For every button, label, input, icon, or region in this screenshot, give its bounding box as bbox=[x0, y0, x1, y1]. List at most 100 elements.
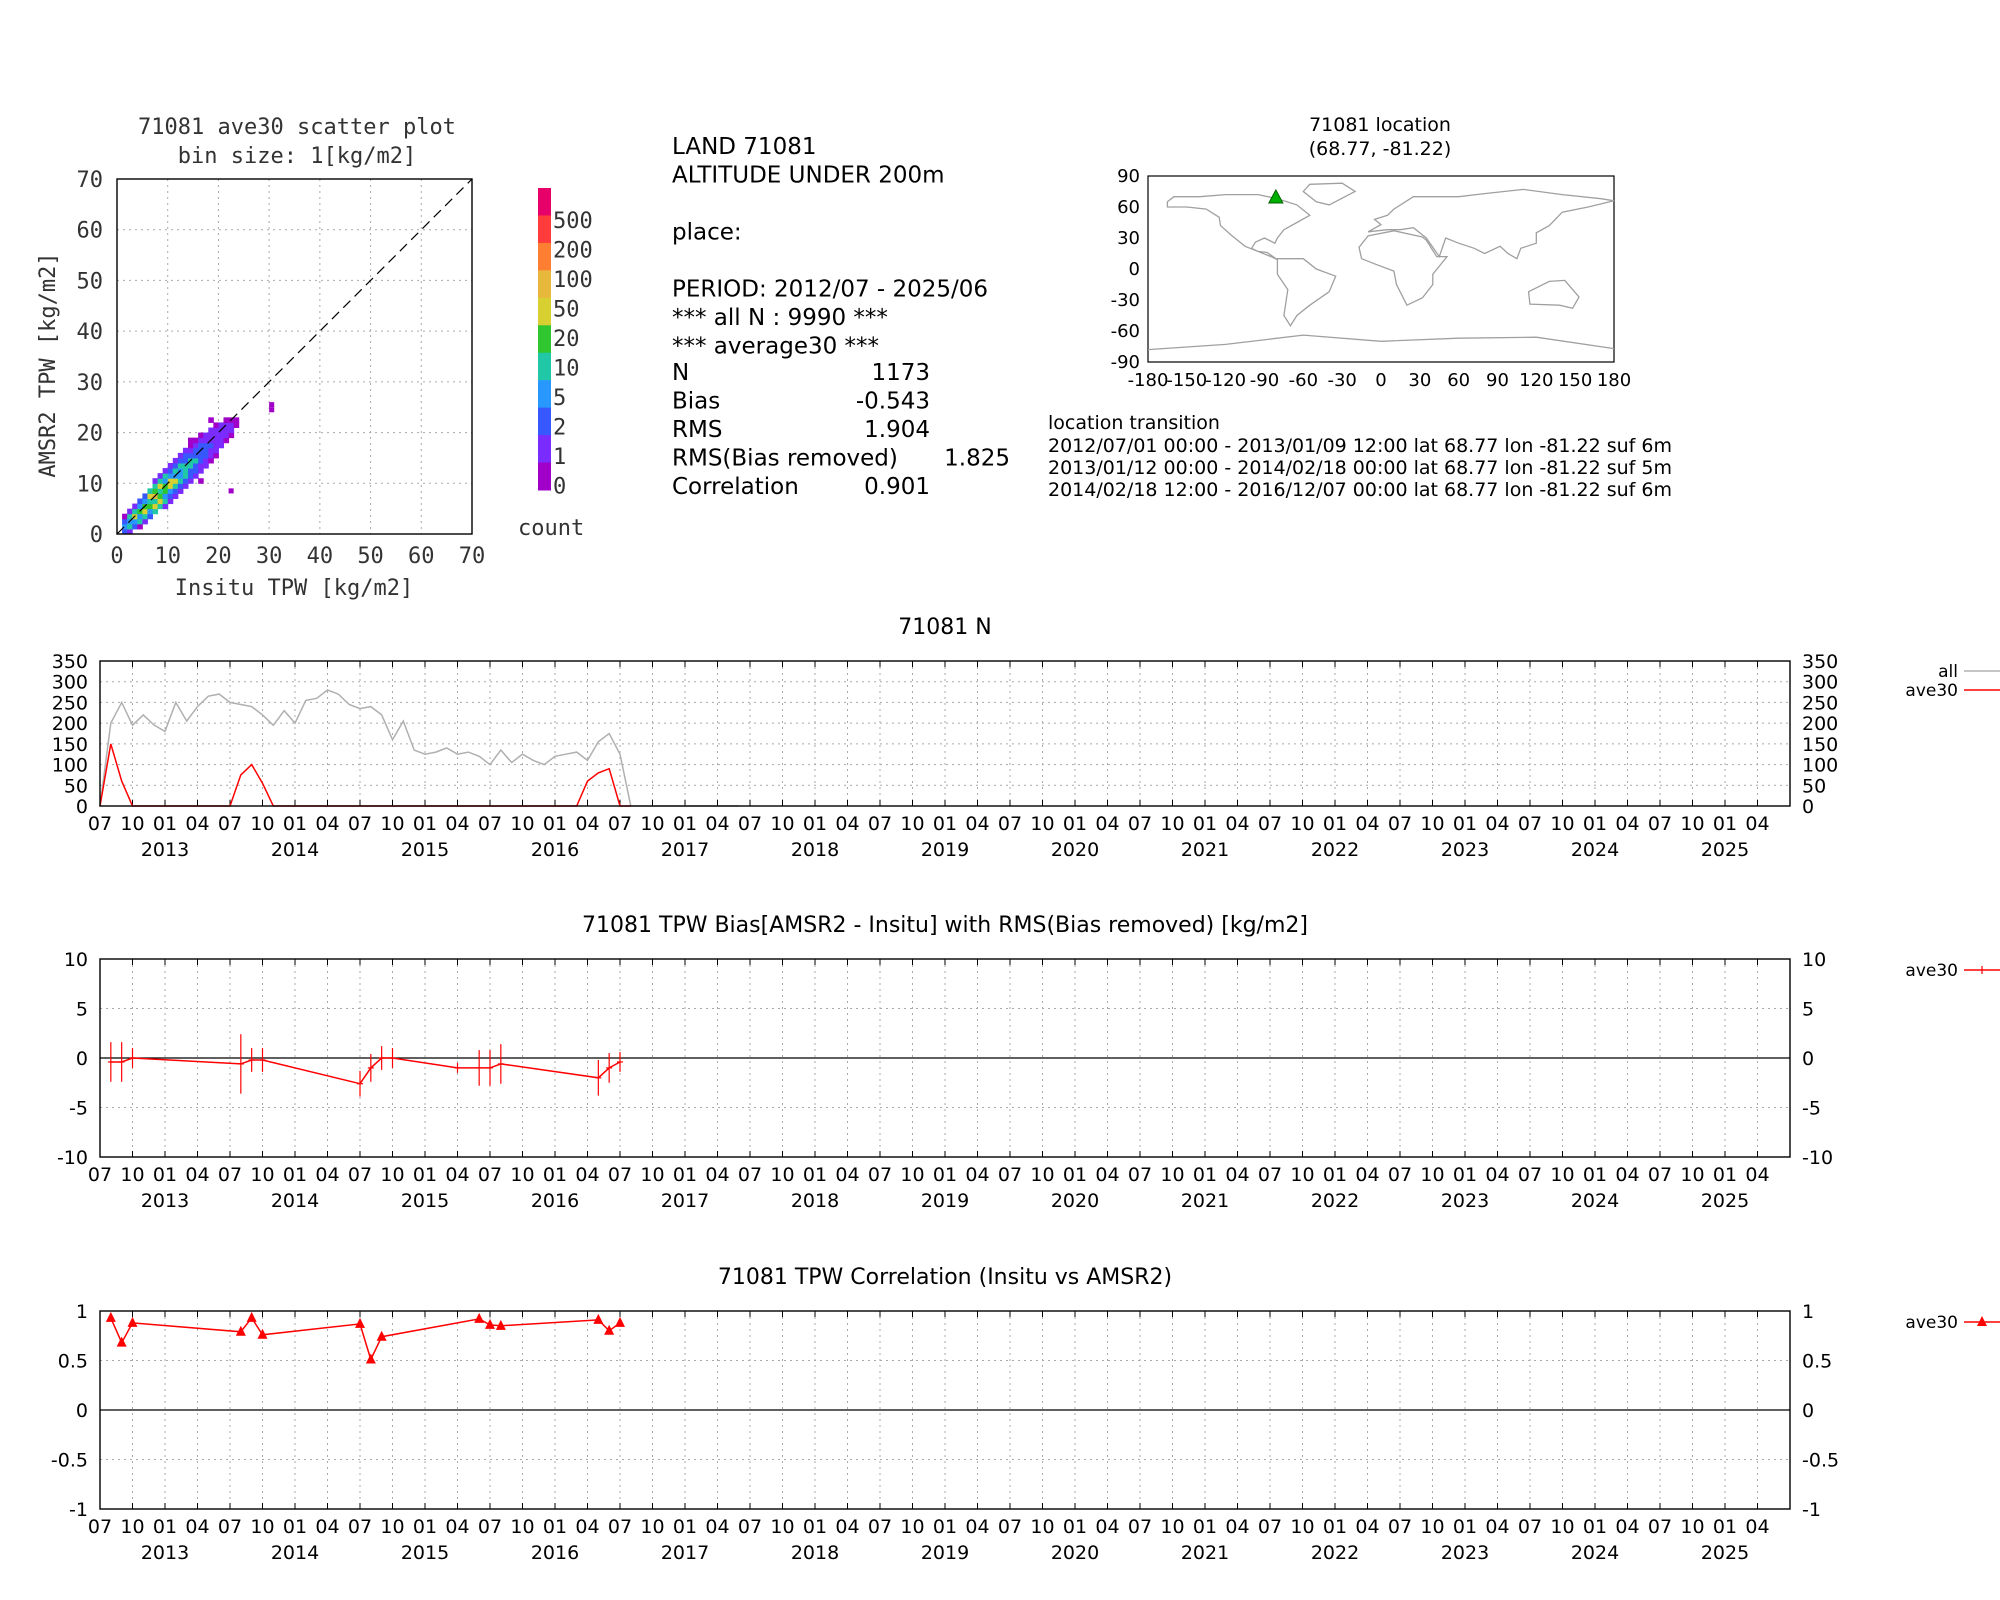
stat-label: Bias bbox=[672, 389, 720, 415]
x-month-tick-label: 07 bbox=[1388, 813, 1412, 835]
x-month-tick-label: 04 bbox=[835, 1164, 859, 1186]
scatter-density-cell bbox=[182, 483, 189, 489]
x-month-tick-label: 10 bbox=[1420, 1516, 1444, 1538]
scatter-density-cell bbox=[223, 432, 230, 439]
x-month-tick-label: 07 bbox=[88, 1164, 112, 1186]
scatter-density-cell bbox=[223, 417, 230, 423]
x-month-tick-label: 10 bbox=[770, 1164, 794, 1186]
x-month-tick-label: 10 bbox=[1550, 1164, 1574, 1186]
colorbar-label: 500 bbox=[553, 209, 593, 234]
x-month-tick-label: 10 bbox=[770, 1516, 794, 1538]
x-month-tick-label: 10 bbox=[1030, 1516, 1054, 1538]
colorbar-label: 50 bbox=[553, 298, 580, 323]
scatter-density-cell bbox=[167, 473, 174, 479]
y-tick-label-left: 300 bbox=[52, 672, 88, 694]
map-lon-tick-label: -150 bbox=[1166, 370, 1207, 391]
x-year-tick-label: 2020 bbox=[1051, 1190, 1099, 1212]
scatter-density-cell bbox=[142, 498, 148, 505]
scatter-density-cell bbox=[147, 493, 153, 499]
x-month-tick-label: 04 bbox=[1355, 1516, 1379, 1538]
scatter-density-cell bbox=[167, 498, 174, 505]
x-year-tick-label: 2017 bbox=[661, 1542, 709, 1564]
colorbar-swatch bbox=[538, 380, 551, 409]
scatter-density-cell bbox=[193, 468, 199, 474]
scatter-density-cell bbox=[218, 442, 224, 449]
scatter-density-cell bbox=[137, 513, 143, 520]
y-tick-label-right: 300 bbox=[1802, 672, 1838, 694]
x-year-tick-label: 2013 bbox=[141, 839, 189, 861]
x-year-tick-label: 2018 bbox=[791, 839, 839, 861]
scatter-frame bbox=[116, 178, 473, 535]
x-month-tick-label: 01 bbox=[1453, 1516, 1477, 1538]
x-month-tick-label: 07 bbox=[998, 813, 1022, 835]
x-month-tick-label: 01 bbox=[1583, 813, 1607, 835]
scatter-density-cell bbox=[167, 478, 174, 484]
x-month-tick-label: 10 bbox=[1680, 813, 1704, 835]
x-year-tick-label: 2021 bbox=[1181, 839, 1229, 861]
scatter-density-cell bbox=[137, 518, 143, 525]
x-year-tick-label: 2014 bbox=[271, 1542, 319, 1564]
scatter-density-cell bbox=[203, 452, 209, 459]
scatter-density-cell bbox=[137, 503, 143, 510]
x-month-tick-label: 07 bbox=[348, 1164, 372, 1186]
scatter-density-cell bbox=[142, 513, 148, 520]
scatter-density-cell bbox=[233, 422, 240, 428]
x-month-tick-label: 10 bbox=[1290, 1516, 1314, 1538]
scatter-density-cell bbox=[162, 498, 169, 505]
y-tick-label-left: 200 bbox=[52, 713, 88, 735]
data-point-marker bbox=[235, 1325, 246, 1336]
x-month-tick-label: 07 bbox=[218, 1516, 242, 1538]
colorbar-title: count bbox=[518, 516, 584, 541]
map-lon-tick-label: -30 bbox=[1327, 370, 1356, 391]
x-month-tick-label: 07 bbox=[218, 1164, 242, 1186]
scatter-density-cell bbox=[147, 503, 153, 510]
y-tick-label-right: 0 bbox=[1802, 796, 1814, 818]
map-lon-tick-label: -60 bbox=[1289, 370, 1318, 391]
x-month-tick-label: 01 bbox=[1713, 813, 1737, 835]
x-year-tick-label: 2016 bbox=[531, 1190, 579, 1212]
info-line: place: bbox=[672, 220, 742, 246]
scatter-density-cell bbox=[172, 478, 179, 484]
info-line: *** average30 *** bbox=[672, 334, 879, 360]
x-month-tick-label: 04 bbox=[445, 1516, 469, 1538]
x-month-tick-label: 07 bbox=[1648, 1164, 1672, 1186]
x-year-tick-label: 2024 bbox=[1571, 1190, 1619, 1212]
x-year-tick-label: 2025 bbox=[1701, 839, 1749, 861]
x-year-tick-label: 2014 bbox=[271, 839, 319, 861]
x-year-tick-label: 2019 bbox=[921, 1542, 969, 1564]
map-coastline bbox=[1147, 334, 1615, 351]
x-month-tick-label: 07 bbox=[348, 813, 372, 835]
x-month-tick-label: 10 bbox=[1030, 1164, 1054, 1186]
x-month-tick-label: 07 bbox=[1128, 813, 1152, 835]
colorbar-label: 200 bbox=[553, 239, 593, 264]
x-year-tick-label: 2017 bbox=[661, 1190, 709, 1212]
plot-frame bbox=[99, 958, 1791, 1158]
scatter-density-cell bbox=[198, 457, 204, 464]
x-month-tick-label: 01 bbox=[673, 1516, 697, 1538]
x-year-tick-label: 2013 bbox=[141, 1542, 189, 1564]
scatter-density-cell bbox=[182, 447, 189, 454]
x-month-tick-label: 10 bbox=[1160, 1516, 1184, 1538]
x-month-tick-label: 07 bbox=[1258, 1516, 1282, 1538]
scatter-diagonal-reference bbox=[116, 178, 473, 535]
x-year-tick-label: 2022 bbox=[1311, 1542, 1359, 1564]
x-month-tick-label: 04 bbox=[1745, 1164, 1769, 1186]
x-month-tick-label: 04 bbox=[1095, 813, 1119, 835]
colorbar-swatch bbox=[538, 297, 551, 326]
map-coastline bbox=[1358, 230, 1449, 307]
y-tick-label-right: 0 bbox=[1802, 1048, 1814, 1070]
colorbar-label: 10 bbox=[553, 357, 580, 382]
scatter-density-cell bbox=[137, 523, 143, 530]
x-year-tick-label: 2015 bbox=[401, 1190, 449, 1212]
x-month-tick-label: 07 bbox=[1518, 1164, 1542, 1186]
data-point-marker bbox=[485, 1318, 495, 1329]
x-year-tick-label: 2017 bbox=[661, 839, 709, 861]
y-tick-label-left: 50 bbox=[64, 775, 88, 797]
x-month-tick-label: 07 bbox=[478, 813, 502, 835]
scatter-density-cell bbox=[188, 473, 194, 479]
x-month-tick-label: 01 bbox=[413, 1516, 437, 1538]
scatter-x-axis-label: Insitu TPW [kg/m2] bbox=[175, 576, 413, 601]
y-tick-label-right: 350 bbox=[1802, 651, 1838, 673]
x-month-tick-label: 10 bbox=[1680, 1516, 1704, 1538]
